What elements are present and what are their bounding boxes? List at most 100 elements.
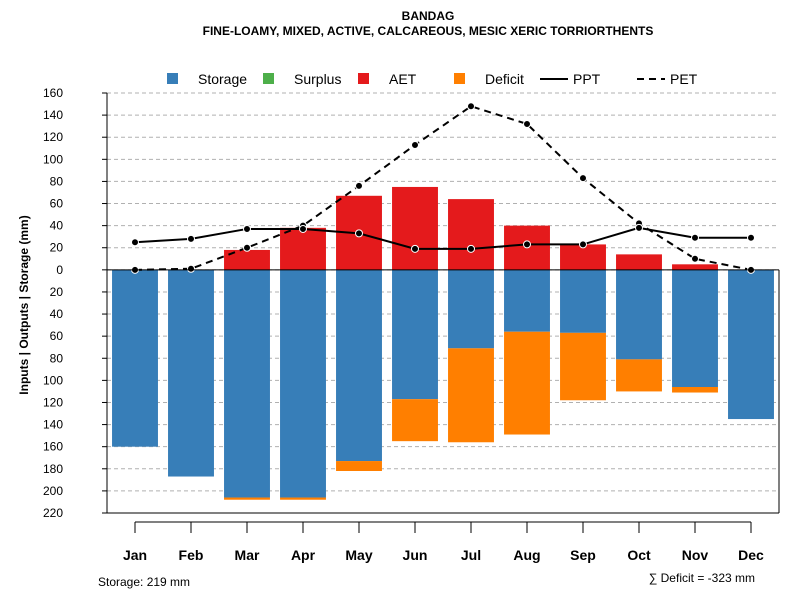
deficit-bar [448, 348, 494, 443]
y-tick-label: 220 [43, 506, 63, 520]
ppt-point [299, 224, 307, 233]
storage-bar [616, 269, 662, 360]
storage-bar [168, 269, 214, 477]
legend-label: PPT [573, 71, 601, 87]
x-tick-label: Dec [738, 547, 764, 563]
y-tick-label: 140 [43, 418, 63, 432]
pet-line [134, 105, 752, 271]
storage-bar [672, 269, 718, 387]
storage-bar [336, 269, 382, 462]
bars [112, 186, 774, 500]
legend-label: AET [389, 71, 417, 87]
y-tick-label: 120 [43, 395, 63, 409]
x-tick-label: Aug [513, 547, 540, 563]
y-tick-label: 180 [43, 462, 63, 476]
y-tick-label: 80 [50, 351, 64, 365]
y-tick-label: 100 [43, 373, 63, 387]
legend: Storage Surplus AET Deficit PPT PET [167, 71, 698, 87]
ppt-point [747, 233, 755, 242]
y-tick-label: 20 [50, 241, 64, 255]
storage-bar [448, 269, 494, 349]
y-tick-label: 140 [43, 108, 63, 122]
x-tick-label: Oct [627, 547, 651, 563]
x-tick-label: May [345, 547, 372, 563]
deficit-bar [280, 497, 326, 500]
aet-bar [280, 227, 326, 270]
storage-bar [560, 269, 606, 333]
series-lines [131, 102, 755, 274]
ppt-point [579, 240, 587, 249]
y-tick-label: 80 [50, 174, 64, 188]
surplus-legend-swatch [263, 73, 274, 84]
storage-bar [504, 269, 550, 332]
storage-bar [224, 269, 270, 498]
x-tick-label: Jul [461, 547, 481, 563]
aet-legend-swatch [358, 73, 369, 84]
deficit-bar [504, 331, 550, 435]
deficit-bar [560, 332, 606, 401]
y-tick-label: 160 [43, 86, 63, 100]
legend-label: PET [670, 71, 698, 87]
storage-bar [112, 269, 158, 447]
y-tick-label: 160 [43, 440, 63, 454]
y-tick-label: 200 [43, 484, 63, 498]
legend-label: Storage [198, 71, 247, 87]
ppt-point [523, 240, 531, 249]
pet-point [691, 254, 699, 263]
chart-subtitle: FINE-LOAMY, MIXED, ACTIVE, CALCAREOUS, M… [203, 24, 654, 38]
x-tick-label: Mar [235, 547, 260, 563]
storage-note: Storage: 219 mm [98, 575, 190, 589]
storage-bar [392, 269, 438, 400]
aet-bar [672, 264, 718, 270]
y-tick-label: 120 [43, 130, 63, 144]
x-tick-label: Jun [403, 547, 428, 563]
ppt-point [411, 244, 419, 253]
deficit-bar [336, 461, 382, 471]
aet-bar [392, 186, 438, 270]
y-tick-label: 40 [50, 219, 64, 233]
ppt-point [355, 229, 363, 238]
aet-bar [448, 199, 494, 270]
deficit-bar [616, 359, 662, 392]
ppt-point [691, 233, 699, 242]
deficit-bar [672, 387, 718, 393]
pet-point [187, 264, 195, 273]
x-tick-label: Nov [682, 547, 709, 563]
ppt-line [134, 226, 751, 250]
deficit-bar [392, 399, 438, 442]
storage-bar [280, 269, 326, 498]
chart-title: BANDAG [402, 9, 455, 23]
deficit-sum: ∑ Deficit = -323 mm [649, 571, 755, 585]
deficit-legend-swatch [454, 73, 465, 84]
ppt-point [131, 238, 139, 247]
legend-label: Deficit [485, 71, 524, 87]
y-tick-label: 60 [50, 329, 64, 343]
y-axis-label: Inputs | Outputs | Storage (mm) [17, 215, 31, 394]
y-tick-label: 60 [50, 197, 64, 211]
axes: 160 140 120 100 80 60 40 200 20 40 60 80 100 120 140 16… [43, 86, 780, 563]
pet-point [579, 174, 587, 183]
pet-point [411, 140, 419, 149]
aet-bar [616, 254, 662, 270]
ppt-point [187, 234, 195, 243]
x-tick-label: Feb [179, 547, 204, 563]
storage-bar [728, 269, 774, 420]
pet-point [243, 243, 251, 252]
aet-bar [224, 249, 270, 270]
x-tick-label: Jan [123, 547, 147, 563]
y-tick-label: 40 [50, 307, 64, 321]
ppt-point [635, 223, 643, 232]
y-tick-label: 100 [43, 152, 63, 166]
ppt-point [243, 224, 251, 233]
y-tick-label: 20 [50, 285, 64, 299]
pet-point [467, 102, 475, 111]
pet-point [523, 119, 531, 128]
x-tick-label: Apr [291, 547, 316, 563]
deficit-bar [224, 497, 270, 500]
aet-bar [560, 244, 606, 270]
pet-point [355, 181, 363, 190]
legend-label: Surplus [294, 71, 341, 87]
ppt-point [467, 244, 475, 253]
storage-legend-swatch [167, 73, 178, 84]
